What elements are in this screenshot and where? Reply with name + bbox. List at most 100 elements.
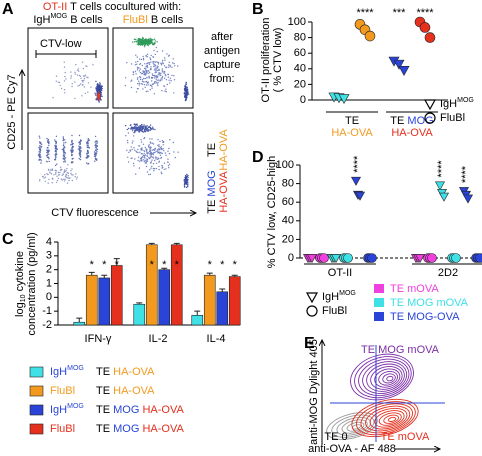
cytometry-event <box>101 89 103 92</box>
cytometry-event <box>86 76 88 79</box>
cytometry-event <box>47 169 50 171</box>
cytometry-event <box>126 149 128 151</box>
cytometry-event <box>150 61 152 63</box>
cytometry-event <box>55 172 57 174</box>
error-bar <box>161 267 168 270</box>
cytometry-event <box>40 143 43 145</box>
cytometry-event <box>53 174 55 176</box>
cytometry-event <box>80 147 82 149</box>
significance: * <box>208 259 213 271</box>
cytometry-event <box>96 151 98 153</box>
cytometry-event <box>146 65 148 68</box>
gate-label: CTV-low <box>40 38 82 50</box>
cytometry-event <box>81 80 83 82</box>
cytometry-event <box>150 67 152 70</box>
cytometry-event <box>97 93 99 96</box>
error-bar <box>88 271 95 276</box>
cytometry-event <box>79 75 82 78</box>
cytometry-event <box>127 142 129 144</box>
row-label: TE <box>206 143 218 157</box>
cytometry-event <box>87 162 90 165</box>
cytometry-event <box>94 141 96 143</box>
cytometry-event <box>151 42 154 44</box>
cytometry-event <box>61 174 63 176</box>
contour <box>331 414 375 438</box>
cytometry-event <box>156 150 159 152</box>
cytometry-event <box>76 176 78 178</box>
legend-swatch <box>374 298 384 307</box>
cytometry-event <box>79 153 82 155</box>
cytometry-event <box>145 39 147 42</box>
significance: * <box>162 259 167 271</box>
y-axis-label-part: cytokine <box>14 251 26 294</box>
y-tick-label: 100 <box>288 16 306 28</box>
cytometry-event <box>48 160 50 163</box>
cytometry-event <box>158 148 160 150</box>
cytometry-event <box>55 181 58 184</box>
cytometry-event <box>144 73 147 75</box>
column-label-part: FluBl <box>123 14 148 26</box>
cytometry-event <box>184 186 186 188</box>
cytometry-event <box>154 159 156 162</box>
cytometry-event <box>38 146 40 149</box>
cytometry-event <box>49 169 52 171</box>
cytometry-event <box>41 176 44 178</box>
cytometry-event <box>169 66 171 68</box>
cytometry-event <box>70 170 72 172</box>
cytometry-event <box>51 182 53 184</box>
bar <box>216 291 229 326</box>
cytometry-event <box>70 75 73 77</box>
data-point <box>398 66 410 76</box>
cytometry-event <box>146 158 148 160</box>
cytometry-event <box>135 91 138 93</box>
panel-a-title-part: OT-II <box>43 1 67 13</box>
column-label: FluBl B cells <box>123 14 184 26</box>
cytometry-event <box>46 173 48 175</box>
cytometry-event <box>147 70 149 72</box>
x-tick-label: IFN-γ <box>85 333 112 345</box>
cytometry-event <box>137 159 139 162</box>
cytometry-event <box>159 74 161 77</box>
cytometry-event <box>187 93 190 95</box>
cytometry-event <box>134 70 137 73</box>
cytometry-event <box>167 165 170 167</box>
cytometry-event <box>57 81 59 83</box>
cytometry-event <box>135 150 137 152</box>
cytometry-event <box>130 157 132 159</box>
cytometry-event <box>65 174 67 176</box>
cytometry-event <box>161 61 164 63</box>
cytometry-event <box>161 152 164 155</box>
cytometry-event <box>166 83 168 86</box>
cytometry-event <box>144 63 146 65</box>
cytometry-event <box>138 70 141 72</box>
cytometry-event <box>152 128 154 130</box>
legend-swatch <box>374 284 384 293</box>
legend-label-part: TE <box>96 423 113 435</box>
side-title: antigen <box>204 45 240 57</box>
cytometry-event <box>71 85 73 88</box>
cytometry-event <box>78 158 81 160</box>
cytometry-event <box>83 79 85 82</box>
cytometry-event <box>155 150 157 153</box>
cytometry-event <box>146 41 149 44</box>
panel-letter: D <box>252 149 264 166</box>
cytometry-event <box>144 71 146 73</box>
cytometry-event <box>153 170 155 172</box>
cytometry-event <box>130 124 132 126</box>
cytometry-event <box>63 92 66 94</box>
cytometry-event <box>134 130 136 132</box>
cytometry-event <box>82 75 85 77</box>
cytometry-event <box>140 148 142 150</box>
cytometry-event <box>63 152 65 154</box>
error-bar <box>113 258 120 266</box>
cytometry-event <box>172 141 174 144</box>
cytometry-event <box>148 173 150 176</box>
cytometry-event <box>93 151 96 153</box>
bar <box>85 274 98 326</box>
cytometry-event <box>87 145 89 147</box>
cytometry-event <box>39 156 41 159</box>
legend-label-part: TE <box>96 385 113 397</box>
contour <box>382 373 396 384</box>
cytometry-event <box>56 163 58 165</box>
cytometry-event <box>151 142 153 144</box>
